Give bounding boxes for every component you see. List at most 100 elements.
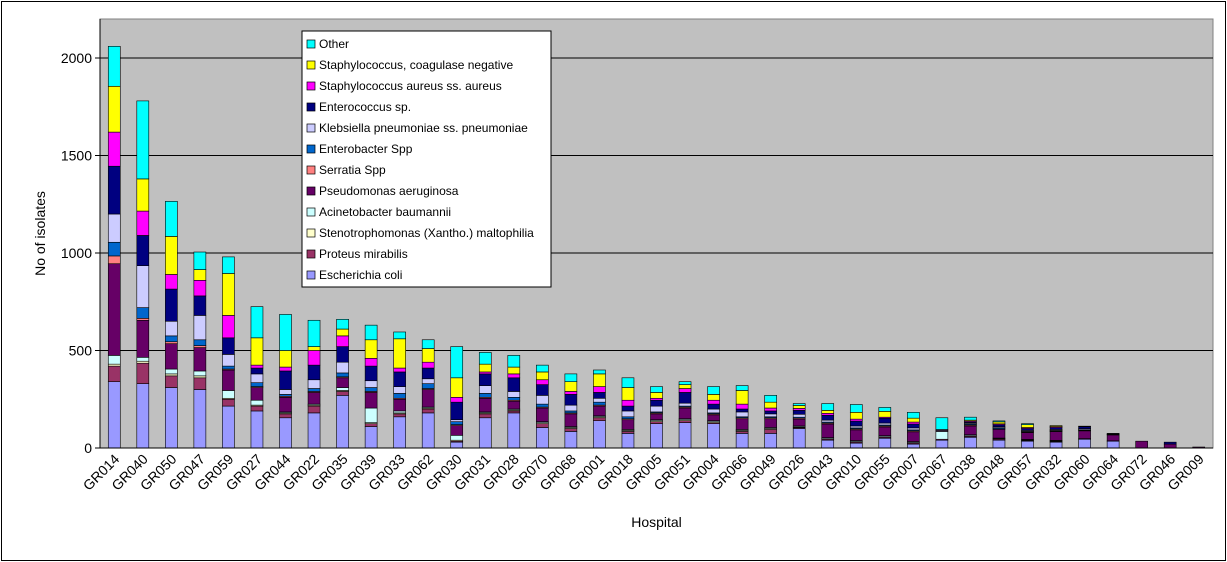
bar-segment — [450, 401, 464, 421]
bar-segment — [107, 263, 121, 356]
bar-segment — [107, 131, 121, 167]
bar-segment — [878, 426, 892, 437]
bar-segment — [621, 410, 635, 418]
bar-segment — [735, 411, 749, 418]
bar-segment — [621, 433, 635, 449]
bar-segment — [364, 324, 378, 341]
bar-segment — [536, 403, 549, 408]
bar-segment — [650, 423, 663, 449]
bar-segment — [1021, 423, 1034, 425]
legend: Other Staphylococcus, coagulase negative S… — [301, 30, 552, 288]
legend-swatch — [306, 165, 316, 175]
bar-segment — [536, 371, 549, 381]
bar-segment — [250, 410, 264, 449]
bar-segment — [193, 279, 207, 297]
bar-segment — [507, 412, 521, 449]
bar-segment — [849, 429, 863, 441]
bar-segment — [478, 385, 492, 394]
legend-swatch — [306, 249, 316, 259]
bar-segment — [593, 417, 606, 421]
bar-segment — [1078, 430, 1091, 439]
bar-segment — [907, 431, 920, 442]
bar-segment — [336, 361, 349, 374]
y-tick-label: 2000 — [61, 50, 92, 66]
x-axis-title: Hospital — [631, 514, 682, 530]
bar-segment — [450, 425, 464, 436]
bar-segment — [107, 255, 121, 265]
bar-segment — [1078, 438, 1091, 449]
bar-segment — [707, 403, 720, 410]
bar-segment — [735, 390, 749, 405]
bar-segment — [193, 347, 207, 372]
legend-label: Acinetobacter baumannii — [319, 205, 451, 219]
bar-segment — [222, 256, 235, 274]
bar-segment — [421, 348, 435, 363]
bar-segment — [478, 413, 492, 419]
bar-segment — [764, 413, 777, 418]
bar-segment — [421, 361, 435, 369]
bar-segment — [364, 339, 378, 359]
bar-segment — [478, 352, 492, 365]
bar-segment — [364, 407, 378, 423]
y-axis-title: No of isolates — [32, 191, 48, 276]
bar-segment — [107, 45, 121, 87]
bar-segment — [393, 331, 406, 340]
bar-segment — [849, 404, 863, 413]
bar-segment — [279, 350, 292, 368]
bar-segment — [450, 441, 464, 449]
bar-segment — [935, 439, 949, 449]
bar-segment — [992, 420, 1006, 423]
legend-swatch — [306, 144, 316, 154]
bar-segment — [107, 165, 121, 215]
bar-segment — [193, 339, 207, 346]
bar-segment — [478, 417, 492, 449]
bar-segment — [564, 373, 578, 382]
bar-segment — [849, 442, 863, 449]
bar-segment — [507, 391, 521, 398]
bar-segment — [564, 381, 578, 392]
bar-segment — [678, 381, 692, 385]
bar-segment — [250, 337, 264, 366]
legend-label: Escherichia coli — [319, 268, 402, 282]
bar-segment — [307, 350, 321, 366]
bar-segment — [336, 328, 349, 337]
bar-segment — [764, 407, 777, 412]
bar-segment — [650, 405, 663, 413]
legend-swatch — [306, 123, 316, 133]
bar-segment — [307, 388, 321, 392]
bar-segment — [421, 378, 435, 384]
y-tick-label: 0 — [84, 440, 92, 456]
bar-segment — [364, 426, 378, 449]
bar-segment — [136, 178, 150, 212]
bar-segment — [593, 405, 606, 417]
bar-segment — [393, 371, 406, 387]
bar-segment — [136, 319, 150, 358]
bar-segment — [564, 391, 578, 395]
bar-segment — [364, 387, 378, 392]
bar-segment — [764, 429, 777, 434]
bar-segment — [821, 439, 835, 449]
bar-segment — [650, 399, 663, 407]
bar-segment — [421, 412, 435, 449]
bar-segment — [564, 413, 578, 427]
legend-swatch — [306, 60, 316, 70]
plot-area — [99, 18, 1214, 449]
bar-segment — [193, 377, 207, 390]
bar-segment — [136, 100, 150, 180]
bar-segment — [193, 345, 207, 348]
bar-segment — [764, 410, 777, 415]
bar-segment — [593, 401, 606, 406]
y-tick-label: 1500 — [61, 148, 92, 164]
bar-segment — [792, 405, 806, 409]
bar-segment — [735, 408, 749, 413]
bar-segment — [878, 407, 892, 412]
legend-label: Enterococcus sp. — [319, 100, 411, 114]
bar-segment — [1021, 432, 1034, 440]
legend-swatch — [306, 81, 316, 91]
bar-segment — [421, 367, 435, 380]
bar-segment — [364, 423, 378, 427]
bar-segment — [450, 377, 464, 398]
bar-segment — [764, 433, 777, 449]
bar-segment — [222, 273, 235, 316]
legend-label: Serratia Spp — [319, 163, 386, 177]
